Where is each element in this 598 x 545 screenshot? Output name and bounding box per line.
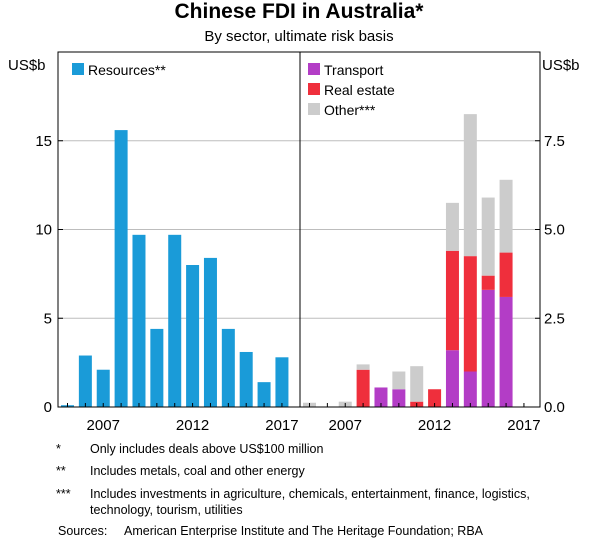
bar-resources <box>275 357 289 407</box>
bar-resources <box>257 382 271 407</box>
bar-transport <box>445 350 459 407</box>
legend-swatch-other <box>308 103 320 115</box>
bar-other <box>499 179 513 253</box>
y-tick-label-left: 15 <box>35 133 52 150</box>
bar-real-estate <box>428 389 442 407</box>
bar-other <box>410 366 424 402</box>
bar-other <box>445 202 459 251</box>
y-tick-label-left: 5 <box>44 310 52 327</box>
bar-transport <box>392 389 406 407</box>
sources-text: American Enterprise Institute and The He… <box>124 524 483 538</box>
bar-transport <box>481 289 495 407</box>
sources: Sources: American Enterprise Institute an… <box>58 524 483 538</box>
footnote-mark: * <box>56 442 61 456</box>
y-tick-label-left: 10 <box>35 222 52 239</box>
legend-label-resources: Resources** <box>88 62 166 78</box>
footnote-mark: ** <box>56 464 66 479</box>
footnotes: * Only includes deals above US$100 milli… <box>56 441 596 524</box>
bar-resources <box>150 328 164 407</box>
footnote-mark: *** <box>56 486 71 501</box>
y-axis-label-right: US$b <box>542 57 580 74</box>
footnote-text: Only includes deals above US$100 million <box>90 442 324 456</box>
legend-label-real-estate: Real estate <box>324 82 395 98</box>
y-axis-label-left: US$b <box>8 57 46 74</box>
bar-real-estate <box>463 256 477 372</box>
bar-resources <box>203 257 217 407</box>
legend-swatch-resources <box>72 63 84 75</box>
y-tick-label-right: 2.5 <box>544 310 565 327</box>
y-tick-label-right: 5.0 <box>544 222 565 239</box>
bar-resources <box>132 234 146 407</box>
bar-real-estate <box>499 252 513 297</box>
y-tick-label-right: 7.5 <box>544 133 565 150</box>
x-tick-label-left: 2012 <box>176 417 209 434</box>
legend-label-transport: Transport <box>324 62 384 78</box>
x-tick-label-right: 2017 <box>507 417 540 434</box>
bar-resources <box>186 265 200 407</box>
bar-real-estate <box>445 250 459 351</box>
bar-resources <box>239 351 253 407</box>
x-tick-label-right: 2012 <box>418 417 451 434</box>
legend-swatch-transport <box>308 63 320 75</box>
chart-subtitle: By sector, ultimate risk basis <box>204 28 393 45</box>
bar-resources <box>114 130 128 407</box>
sources-label: Sources: <box>58 524 108 538</box>
x-tick-label-left: 2007 <box>87 417 120 434</box>
y-tick-label-left: 0 <box>44 399 52 416</box>
legend-label-other: Other*** <box>324 102 376 118</box>
footnote: *** Includes investments in agriculture,… <box>56 486 596 519</box>
legend-swatch-real-estate <box>308 83 320 95</box>
bar-resources <box>96 369 110 407</box>
footnote-text: Includes investments in agriculture, che… <box>90 486 530 517</box>
x-tick-label-left: 2017 <box>265 417 298 434</box>
bar-other <box>481 197 495 276</box>
plot-area: 0 5 10 15 0.0 2.5 5.0 7.5 US$b US$b 2007 2012 2017 20… <box>8 51 580 434</box>
bar-real-estate <box>356 369 370 407</box>
footnote: * Only includes deals above US$100 milli… <box>56 441 596 457</box>
bar-resources <box>168 234 182 407</box>
bar-real-estate <box>481 275 495 290</box>
bar-other <box>463 114 477 257</box>
bar-transport <box>499 296 513 407</box>
bar-other <box>392 371 406 390</box>
bar-transport <box>374 387 388 407</box>
chart-title: Chinese FDI in Australia* <box>175 0 425 23</box>
x-tick-label-right: 2007 <box>329 417 362 434</box>
footnote-text: Includes metals, coal and other energy <box>90 464 305 479</box>
bar-resources <box>78 355 92 407</box>
bar-transport <box>463 371 477 407</box>
bar-resources <box>221 328 235 407</box>
bar-other <box>356 364 370 370</box>
y-tick-label-right: 0.0 <box>544 399 565 416</box>
chart: Chinese FDI in Australia* By sector, ult… <box>8 0 580 434</box>
footnote: ** Includes metals, coal and other energ… <box>56 463 596 479</box>
